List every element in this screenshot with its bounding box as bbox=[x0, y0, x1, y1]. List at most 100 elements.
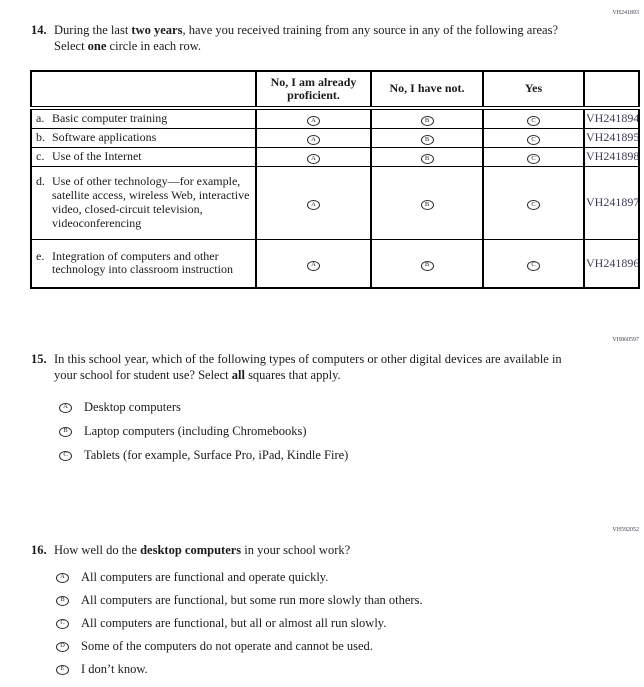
option-label: I don’t know. bbox=[81, 662, 148, 676]
option-circle-a[interactable]: A bbox=[56, 572, 69, 583]
row-letter: c. bbox=[36, 148, 45, 163]
q14-prompt-bold: two years bbox=[131, 23, 183, 37]
answer-circle-b[interactable]: B bbox=[420, 260, 434, 271]
answer-cell: B bbox=[370, 238, 483, 289]
answer-circle-c[interactable]: C bbox=[527, 134, 540, 145]
answer-cell: B bbox=[370, 146, 483, 167]
q16-prompt-segment: How well do the bbox=[54, 543, 141, 557]
option-circle-e[interactable]: E bbox=[56, 664, 69, 675]
question-14: 14. During the last two years, have you … bbox=[31, 23, 564, 54]
q16-item-code: VH592052 bbox=[612, 527, 639, 533]
q16-prompt-segment: in your school work? bbox=[241, 543, 351, 557]
q14-prompt-segment: circle in each row. bbox=[106, 38, 202, 53]
row-label-cell: e. Integration of computers and other tec… bbox=[31, 238, 256, 289]
option-row: C Tablets (for example, Surface Pro, iPa… bbox=[59, 448, 348, 463]
header-code-cell bbox=[583, 71, 639, 110]
q14-item-code: VH241893 bbox=[612, 10, 639, 16]
option-label: All computers are functional and operate… bbox=[81, 570, 329, 584]
row-item-code: VH241896 bbox=[583, 238, 639, 289]
q14-prompt: During the last two years, have you rece… bbox=[54, 23, 564, 54]
option-circle-c[interactable]: C bbox=[56, 618, 69, 629]
answer-circle-c[interactable]: C bbox=[527, 153, 540, 164]
option-circle-b[interactable]: B bbox=[59, 426, 72, 437]
answer-circle-a[interactable]: A bbox=[307, 199, 320, 210]
q15-prompt-bold: all bbox=[231, 367, 245, 382]
option-circle-a[interactable]: A bbox=[59, 402, 72, 413]
answer-cell: B bbox=[370, 127, 483, 148]
table-row: a. Basic computer training A B C VH241894 bbox=[31, 108, 639, 129]
answer-circle-b[interactable]: B bbox=[420, 153, 434, 164]
row-label-cell: c. Use of the Internet bbox=[31, 146, 256, 167]
answer-circle-b[interactable]: B bbox=[420, 199, 434, 210]
q14-number: 14. bbox=[31, 23, 47, 37]
row-letter: b. bbox=[36, 129, 45, 144]
answer-cell: A bbox=[255, 108, 371, 129]
q15-number: 15. bbox=[31, 352, 47, 366]
q14-prompt-segment: During the last bbox=[54, 23, 132, 37]
answer-cell: A bbox=[255, 165, 371, 240]
answer-circle-b[interactable]: B bbox=[420, 134, 434, 145]
row-label: Use of the Internet bbox=[52, 148, 142, 163]
q16-options: A All computers are functional and opera… bbox=[56, 570, 423, 685]
answer-cell: B bbox=[370, 108, 483, 129]
row-item-code: VH241898 bbox=[583, 146, 639, 167]
header-yes: Yes bbox=[482, 71, 584, 110]
row-label: Software applications bbox=[52, 129, 157, 144]
answer-cell: A bbox=[255, 127, 371, 148]
table-row: c. Use of the Internet A B C VH241898 bbox=[31, 146, 639, 167]
q15-prompt-segment: squares that apply. bbox=[244, 367, 341, 382]
answer-circle-c[interactable]: C bbox=[527, 116, 540, 127]
q16-number: 16. bbox=[31, 543, 47, 557]
option-row: A All computers are functional and opera… bbox=[56, 570, 423, 585]
row-letter: d. bbox=[36, 173, 45, 188]
option-label: Some of the computers do not operate and… bbox=[81, 639, 373, 653]
row-letter: a. bbox=[36, 111, 45, 125]
q15-prompt-segment: In this school year, which of the follow… bbox=[54, 352, 562, 382]
option-label: All computers are functional, but some r… bbox=[81, 593, 423, 607]
table-header-row: No, I am already proficient. No, I have … bbox=[31, 71, 639, 110]
option-label: Tablets (for example, Surface Pro, iPad,… bbox=[84, 448, 349, 462]
table-row: d. Use of other technology—for example, s… bbox=[31, 165, 639, 240]
option-circle-d[interactable]: D bbox=[56, 641, 69, 652]
answer-cell: A bbox=[255, 238, 371, 289]
q14-prompt-bold: one bbox=[87, 38, 107, 53]
answer-circle-b[interactable]: B bbox=[420, 116, 434, 127]
answer-circle-a[interactable]: A bbox=[307, 260, 320, 271]
answer-circle-a[interactable]: A bbox=[307, 116, 320, 127]
option-row: E I don’t know. bbox=[56, 662, 423, 677]
answer-cell: C bbox=[482, 127, 584, 148]
row-label-cell: a. Basic computer training bbox=[31, 108, 256, 128]
option-label: All computers are functional, but all or… bbox=[81, 616, 387, 630]
row-label: Basic computer training bbox=[52, 111, 168, 125]
answer-cell: C bbox=[482, 165, 584, 240]
answer-circle-c[interactable]: C bbox=[527, 260, 540, 271]
answer-cell: A bbox=[255, 146, 371, 167]
q14-prompt-segment: , have you received training from any so… bbox=[54, 23, 559, 53]
answer-circle-c[interactable]: C bbox=[527, 199, 540, 210]
row-label: Use of other technology—for example, sat… bbox=[52, 173, 250, 230]
option-row: C All computers are functional, but all … bbox=[56, 616, 423, 631]
table-row: b. Software applications A B C VH241895 bbox=[31, 127, 639, 148]
row-letter: e. bbox=[36, 248, 45, 263]
answer-cell: B bbox=[370, 165, 483, 240]
option-label: Desktop computers bbox=[84, 400, 181, 414]
option-row: B Laptop computers (including Chromebook… bbox=[59, 424, 348, 439]
header-no-proficient: No, I am already proficient. bbox=[255, 71, 371, 110]
answer-circle-a[interactable]: A bbox=[307, 134, 320, 145]
header-no-have-not: No, I have not. bbox=[370, 71, 483, 110]
answer-circle-a[interactable]: A bbox=[307, 153, 320, 164]
option-circle-b[interactable]: B bbox=[56, 595, 69, 606]
q16-prompt: How well do the desktop computers in you… bbox=[54, 543, 564, 559]
option-row: A Desktop computers bbox=[59, 400, 348, 415]
option-row: B All computers are functional, but some… bbox=[56, 593, 423, 608]
answer-cell: C bbox=[482, 238, 584, 289]
question-16: 16. How well do the desktop computers in… bbox=[31, 543, 564, 559]
option-circle-c[interactable]: C bbox=[59, 450, 72, 461]
row-label: Integration of computers and other techn… bbox=[52, 248, 233, 277]
row-item-code: VH241895 bbox=[583, 127, 639, 148]
question-15: 15. In this school year, which of the fo… bbox=[31, 352, 564, 383]
option-label: Laptop computers (including Chromebooks) bbox=[84, 424, 307, 438]
table-row: e. Integration of computers and other tec… bbox=[31, 238, 639, 289]
row-label-cell: b. Software applications bbox=[31, 127, 256, 148]
